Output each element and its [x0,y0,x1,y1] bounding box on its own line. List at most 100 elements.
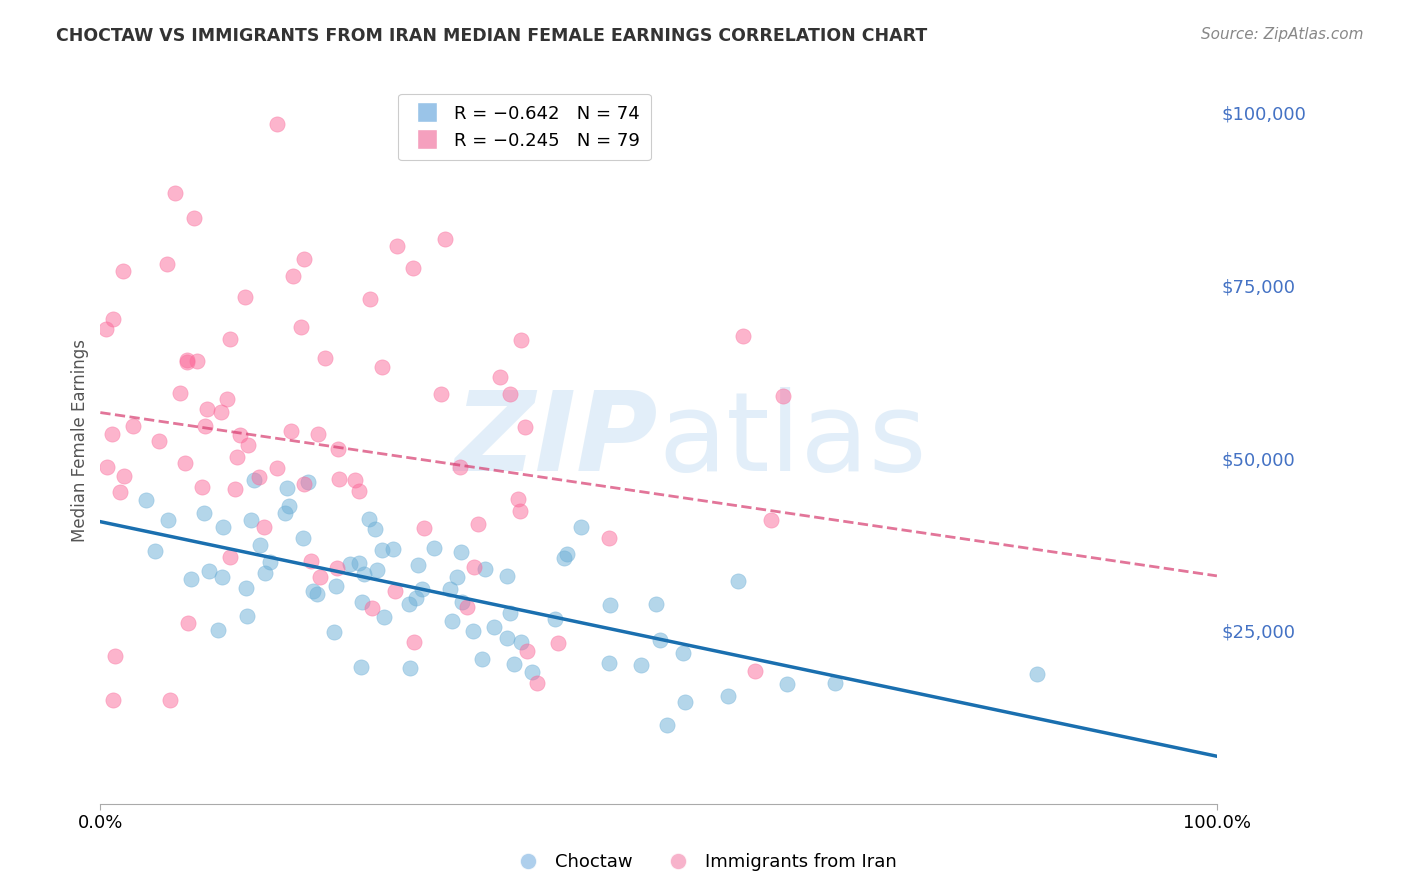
Point [569,520,592,534]
Point [373,610,395,624]
Point [290,319,312,334]
Point [402,635,425,649]
Legend: Choctaw, Immigrants from Iran: Choctaw, Immigrants from Iran [502,847,904,879]
Point [384,584,406,599]
Point [229,427,252,442]
Point [240,513,263,527]
Point [169,386,191,401]
Point [249,538,271,552]
Point [177,616,200,631]
Point [339,558,361,572]
Point [434,232,457,246]
Legend: R = −0.642   N = 74, R = −0.245   N = 79: R = −0.642 N = 74, R = −0.245 N = 79 [398,94,651,161]
Point [191,480,214,494]
Point [553,550,575,565]
Point [266,117,288,131]
Point [371,542,394,557]
Point [423,541,446,555]
Point [450,544,472,558]
Point [411,582,433,597]
Point [471,652,494,666]
Point [461,624,484,639]
Point [598,656,620,670]
Point [94,322,117,336]
Point [322,624,344,639]
Point [482,620,505,634]
Point [456,599,478,614]
Point [364,522,387,536]
Point [212,520,235,534]
Point [451,595,474,609]
Point [672,646,695,660]
Point [544,612,567,626]
Point [281,268,304,283]
Text: atlas: atlas [658,387,927,494]
Point [224,482,246,496]
Point [156,257,179,271]
Point [350,595,373,609]
Point [405,591,427,606]
Point [299,554,322,568]
Point [238,438,260,452]
Point [112,263,135,277]
Point [276,481,298,495]
Point [772,389,794,403]
Point [104,648,127,663]
Point [555,547,578,561]
Point [599,598,621,612]
Point [307,587,329,601]
Point [277,500,299,514]
Point [274,506,297,520]
Point [198,564,221,578]
Point [495,632,517,646]
Point [744,664,766,678]
Point [122,419,145,434]
Point [180,572,202,586]
Point [186,354,208,368]
Point [488,369,510,384]
Text: ZIP: ZIP [456,387,658,494]
Point [314,351,336,365]
Point [645,597,668,611]
Point [96,460,118,475]
Point [673,695,696,709]
Point [207,623,229,637]
Point [439,582,461,597]
Point [727,574,749,588]
Point [292,531,315,545]
Point [326,561,349,575]
Point [148,434,170,449]
Point [509,634,531,648]
Point [157,513,180,527]
Point [406,558,429,572]
Point [429,386,451,401]
Point [598,531,620,545]
Point [516,644,538,658]
Point [218,549,240,564]
Point [328,442,350,457]
Point [112,469,135,483]
Point [717,690,740,704]
Point [474,561,496,575]
Point [371,360,394,375]
Point [183,211,205,226]
Point [252,519,274,533]
Point [211,569,233,583]
Point [101,693,124,707]
Point [381,541,404,556]
Point [499,387,522,401]
Point [361,601,384,615]
Point [343,473,366,487]
Point [236,608,259,623]
Point [218,332,240,346]
Point [194,418,217,433]
Point [508,491,530,506]
Point [359,511,381,525]
Point [502,657,524,672]
Point [513,420,536,434]
Point [308,569,330,583]
Point [402,260,425,275]
Point [143,544,166,558]
Point [761,512,783,526]
Text: CHOCTAW VS IMMIGRANTS FROM IRAN MEDIAN FEMALE EARNINGS CORRELATION CHART: CHOCTAW VS IMMIGRANTS FROM IRAN MEDIAN F… [56,27,928,45]
